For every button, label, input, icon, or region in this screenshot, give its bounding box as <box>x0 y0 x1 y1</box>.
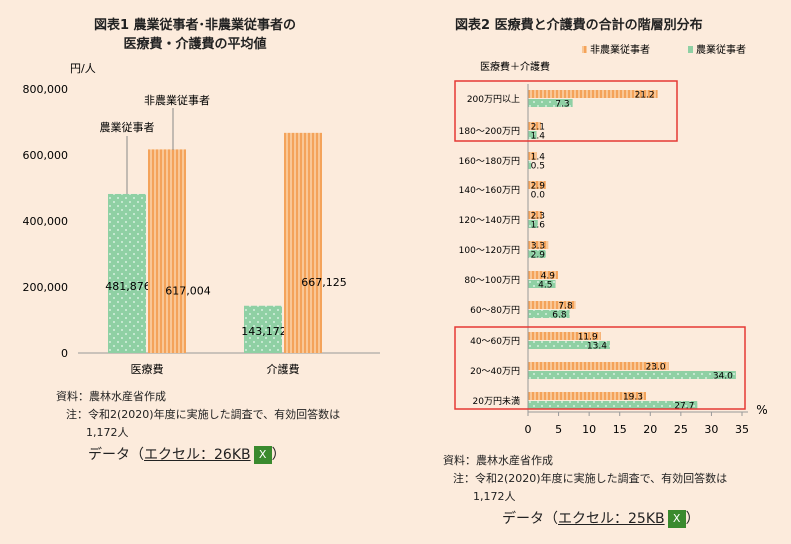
fig2-title: 図表2 医療費と介護費の合計の階層別分布 <box>455 18 703 33</box>
data-label: 1.6 <box>531 221 546 231</box>
data-label: 27.7 <box>674 402 694 412</box>
bar-農業従事者 <box>528 310 570 318</box>
x-tick-label: 35 <box>735 423 749 436</box>
fig2-data-download: データ（エクセル：25KB X） <box>502 510 700 528</box>
excel-icon[interactable]: X <box>253 446 272 464</box>
category-label: 60～80万円 <box>470 305 520 316</box>
y-tick-label: 400,000 <box>23 215 69 228</box>
bar-非農業従事者 <box>528 362 669 370</box>
data-label: 1.4 <box>531 132 546 142</box>
category-label: 140～160万円 <box>459 185 520 196</box>
bar-非農業従事者 <box>528 122 541 130</box>
x-tick-label: 介護費 <box>267 362 300 376</box>
bar-農業従事者 <box>108 193 146 353</box>
legend-label: 農業従事者 <box>696 43 746 56</box>
x-tick-label: 5 <box>555 423 562 436</box>
data-label: 11.9 <box>578 333 598 343</box>
bar-農業従事者 <box>528 131 537 139</box>
legend-swatch <box>582 46 587 53</box>
fig1-notes: 資料：農林水産省作成 注：令和2(2020)年度に実施した調査で、有効回答数は 1,… <box>56 390 341 439</box>
data-label: 19.3 <box>623 393 643 403</box>
y-tick-label: 800,000 <box>23 83 69 96</box>
bar-非農業従事者 <box>148 149 186 353</box>
data-label: 1.4 <box>531 153 546 163</box>
x-tick-label: 20 <box>643 423 657 436</box>
category-label: 100～120万円 <box>459 245 520 256</box>
x-tick-label: 10 <box>582 423 596 436</box>
category-label: 200万円以上 <box>467 94 520 105</box>
bar-非農業従事者 <box>284 132 322 353</box>
category-label: 180～200万円 <box>459 126 520 137</box>
bar-農業従事者 <box>528 341 610 349</box>
bar-非農業従事者 <box>528 301 576 309</box>
y-tick-label: 0 <box>61 347 68 360</box>
data-label: 2.9 <box>531 251 546 261</box>
fig2-notes: 資料：農林水産省作成 注：令和2(2020)年度に実施した調査で、有効回答数は 1,… <box>443 454 728 503</box>
data-label: 2.3 <box>531 212 545 222</box>
series-label: 農業従事者 <box>100 120 155 134</box>
fig1-data-download: データ（エクセル：26KB X） <box>88 446 286 464</box>
bar-農業従事者 <box>528 161 532 169</box>
data-label: 7.3 <box>555 100 569 110</box>
data-label: 0.5 <box>531 162 545 172</box>
category-label: 80～100万円 <box>464 275 520 286</box>
highlight-box <box>454 80 678 142</box>
data-label: 13.4 <box>587 342 607 352</box>
y-tick-label: 200,000 <box>23 281 69 294</box>
x-tick-label: 15 <box>613 423 627 436</box>
bar-農業従事者 <box>528 371 736 379</box>
data-label: 34.0 <box>713 372 733 382</box>
legend-label: 非農業従事者 <box>590 43 650 56</box>
bar-農業従事者 <box>528 99 573 107</box>
bar-非農業従事者 <box>528 332 601 340</box>
bar-非農業従事者 <box>528 271 558 279</box>
y-axis-label: 円/人 <box>70 62 96 75</box>
category-label: 120～140万円 <box>459 215 520 226</box>
bar-非農業従事者 <box>528 392 647 400</box>
data-label: 143,172 <box>241 325 287 338</box>
fig1-title: 図表1 農業従事者･非農業従事者の 医療費・介護費の平均値 <box>93 18 297 52</box>
bar-農業従事者 <box>528 401 698 409</box>
data-label: 6.8 <box>552 311 567 321</box>
x-tick-label: 0 <box>525 423 532 436</box>
bar-非農業従事者 <box>528 211 543 219</box>
y-axis-label: 医療費＋介護費 <box>480 60 550 73</box>
data-label: 3.3 <box>531 242 545 252</box>
bar-非農業従事者 <box>528 90 658 98</box>
data-label: 2.9 <box>531 182 546 192</box>
bar-農業従事者 <box>244 305 282 353</box>
data-label: 617,004 <box>165 284 211 297</box>
bar-農業従事者 <box>528 220 538 228</box>
data-label: 7.8 <box>558 302 573 312</box>
data-label: 4.5 <box>538 281 552 291</box>
excel-link[interactable]: エクセル：26KB <box>144 447 251 463</box>
data-label: 481,876 <box>105 280 151 293</box>
bar-農業従事者 <box>528 280 556 288</box>
bar-非農業従事者 <box>528 152 537 160</box>
series-label: 非農業従事者 <box>144 93 210 107</box>
data-label: 4.9 <box>541 272 556 282</box>
y-tick-label: 600,000 <box>23 149 69 162</box>
excel-icon[interactable]: X <box>667 510 686 528</box>
category-label: 40～60万円 <box>470 336 520 347</box>
legend-swatch <box>688 46 693 53</box>
data-label: 23.0 <box>646 363 666 373</box>
bar-非農業従事者 <box>528 181 546 189</box>
bar-農業従事者 <box>528 250 546 258</box>
bar-非農業従事者 <box>528 241 549 249</box>
excel-link[interactable]: エクセル：25KB <box>558 511 665 527</box>
x-tick-label: 30 <box>704 423 718 436</box>
category-label: 20～40万円 <box>470 366 520 377</box>
data-label: 0.0 <box>531 191 546 201</box>
x-tick-label: 25 <box>674 423 688 436</box>
x-axis-unit: % <box>756 403 767 417</box>
highlight-box <box>454 326 746 410</box>
data-label: 21.2 <box>635 91 655 101</box>
data-label: 667,125 <box>301 276 347 289</box>
category-label: 160～180万円 <box>459 156 520 167</box>
x-tick-label: 医療費 <box>131 362 164 376</box>
data-label: 2.1 <box>531 123 545 133</box>
category-label: 20万円未満 <box>473 395 520 407</box>
